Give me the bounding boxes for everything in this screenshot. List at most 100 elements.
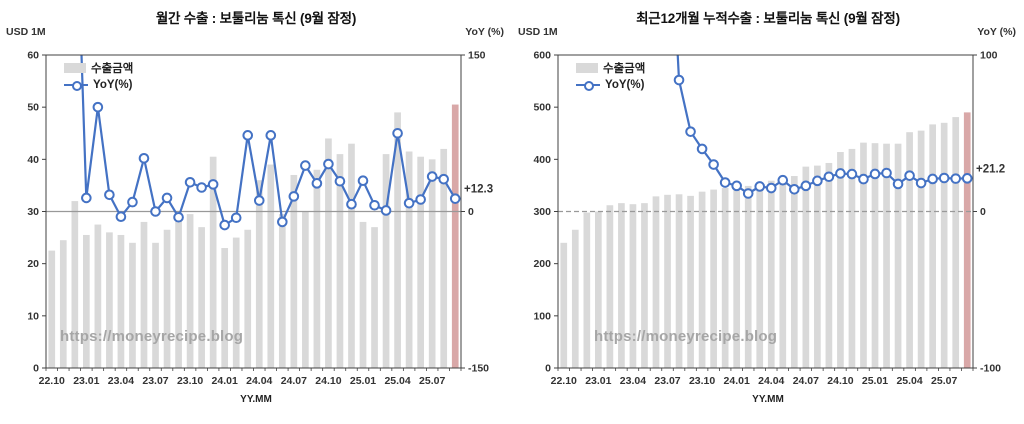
- x-axis-tick-label: 22.10: [39, 375, 65, 387]
- x-axis-tick-label: 22.10: [551, 375, 577, 387]
- yoy-point: [789, 183, 800, 195]
- yoy-point: [311, 178, 323, 189]
- yoy-point: [184, 176, 196, 188]
- export-amount-bar: [756, 183, 764, 368]
- x-axis-tick-label: 23.01: [73, 375, 99, 387]
- x-axis-tick-label: 24.01: [212, 375, 238, 387]
- yoy-point: [892, 178, 904, 190]
- export-amount-bar: [71, 201, 79, 368]
- export-amount-bar: [129, 242, 136, 368]
- yoy-point: [288, 191, 300, 202]
- yoy-point: [938, 172, 950, 184]
- x-axis-tick-label: 23.04: [620, 375, 646, 387]
- yoy-point: [230, 212, 242, 224]
- export-amount-bar: [186, 214, 194, 368]
- export-amount-bar: [629, 204, 637, 368]
- export-amount-bar: [255, 180, 263, 368]
- yoy-point: [369, 199, 380, 211]
- export-amount-bar: [721, 188, 729, 368]
- yoy-point: [449, 193, 461, 204]
- export-amount-bar: [560, 242, 568, 368]
- y-axis-tick-label: 20: [27, 258, 39, 270]
- yoy-point: [346, 198, 357, 210]
- export-amount-bar: [606, 205, 614, 368]
- x-axis-tick-label: 23.01: [585, 375, 611, 387]
- export-amount-bar: [779, 178, 787, 368]
- x-axis-tick-label: 25.07: [931, 375, 957, 387]
- yoy-point: [426, 171, 438, 182]
- export-amount-bar: [209, 156, 217, 368]
- y-axis-tick-label: 0: [33, 363, 39, 375]
- y-axis-tick-label: 10: [27, 310, 39, 322]
- x-axis-tick-label: 25.01: [350, 375, 376, 387]
- y2-axis-tick-label: -100: [980, 363, 1001, 375]
- y2-axis-tick-label: 100: [980, 50, 998, 62]
- yoy-point: [334, 175, 346, 187]
- export-amount-bar: [117, 234, 125, 368]
- x-axis-tick-label: 25.04: [896, 375, 922, 387]
- yoy-point: [253, 195, 265, 206]
- x-axis-tick-label: 23.04: [108, 375, 134, 387]
- yoy-point: [173, 211, 184, 223]
- export-amount-bar: [940, 122, 948, 368]
- export-amount-bar: [232, 237, 240, 368]
- y-axis-tick-label: 40: [27, 154, 39, 166]
- monthly-export-chart-canvas: 0 10 20 30 40 50 60 150 0 -150 22.10 23.01 23.04 23.0…: [27, 50, 493, 388]
- export-amount-bar: [244, 229, 252, 368]
- legend-label-export-amount: 수출금액: [603, 63, 646, 75]
- yoy-point: [754, 181, 766, 192]
- x-axis-tick-label: 25.04: [384, 375, 410, 387]
- x-axis-tick-label: 24.04: [246, 375, 272, 387]
- export-amount-bar: [790, 176, 798, 368]
- export-amount-bar: [94, 224, 102, 368]
- export-amount-bar: [348, 143, 355, 368]
- export-amount-bar: [767, 180, 775, 368]
- export-amount-bar: [837, 152, 844, 368]
- export-amount-bar: [163, 229, 171, 368]
- export-amount-bar: [929, 124, 936, 368]
- export-amount-bar: [963, 112, 971, 368]
- y-axis-tick-label: 50: [27, 102, 39, 114]
- y-axis-tick-label: 0: [545, 363, 551, 375]
- yoy-point: [196, 182, 207, 193]
- export-amount-bar: [221, 248, 229, 368]
- export-amount-bar: [267, 164, 275, 368]
- x-axis-tick-label: 25.07: [419, 375, 445, 387]
- export-amount-bar: [952, 117, 960, 368]
- export-amount-bar: [917, 130, 925, 368]
- bar-swatch-icon: [576, 63, 598, 73]
- x-axis-tick-label: 23.07: [142, 375, 168, 387]
- yoy-point: [277, 216, 288, 228]
- export-amount-bar: [894, 143, 902, 368]
- export-amount-bar: [744, 185, 752, 368]
- x-axis-title: YY.MM: [752, 394, 784, 405]
- export-amount-bar: [325, 138, 332, 368]
- yoy-point: [915, 177, 927, 189]
- y-axis-unit-label: USD 1M: [518, 26, 558, 38]
- export-amount-bar: [652, 196, 660, 368]
- export-amount-bar: [359, 221, 367, 368]
- latest-yoy-annotation: +21.2: [976, 163, 1005, 175]
- y-axis-tick-label: 30: [27, 206, 39, 218]
- export-amount-bar: [382, 154, 390, 368]
- y-axis-tick-label: 600: [533, 50, 551, 62]
- yoy-point: [403, 197, 415, 209]
- export-amount-bar: [290, 174, 298, 368]
- y2-axis-tick-label: -150: [468, 363, 489, 375]
- export-amount-bar: [302, 211, 309, 368]
- export-amount-bar: [595, 211, 602, 368]
- yoy-point: [673, 74, 685, 86]
- watermark-url: https://moneyrecipe.blog: [594, 328, 778, 345]
- yoy-point: [961, 173, 973, 184]
- export-amount-bar: [848, 148, 856, 368]
- bar-swatch-icon: [64, 63, 86, 73]
- yoy-point: [438, 173, 450, 185]
- chart-title: 최근12개월 누적수출 : 보툴리눔 톡신 (9월 잠정): [636, 11, 900, 26]
- legend-label-yoy: YoY(%): [605, 79, 645, 91]
- export-amount-bar: [664, 194, 671, 368]
- export-amount-bar: [675, 194, 683, 368]
- y-axis-tick-label: 200: [533, 258, 551, 270]
- legend-item-yoy: YoY(%): [576, 79, 645, 91]
- yoy-point: [823, 171, 835, 183]
- monthly-export-chart-panel: 0 10 20 30 40 50 60 150 0 -150 22.10 23.01 23.04 23.0…: [6, 11, 504, 405]
